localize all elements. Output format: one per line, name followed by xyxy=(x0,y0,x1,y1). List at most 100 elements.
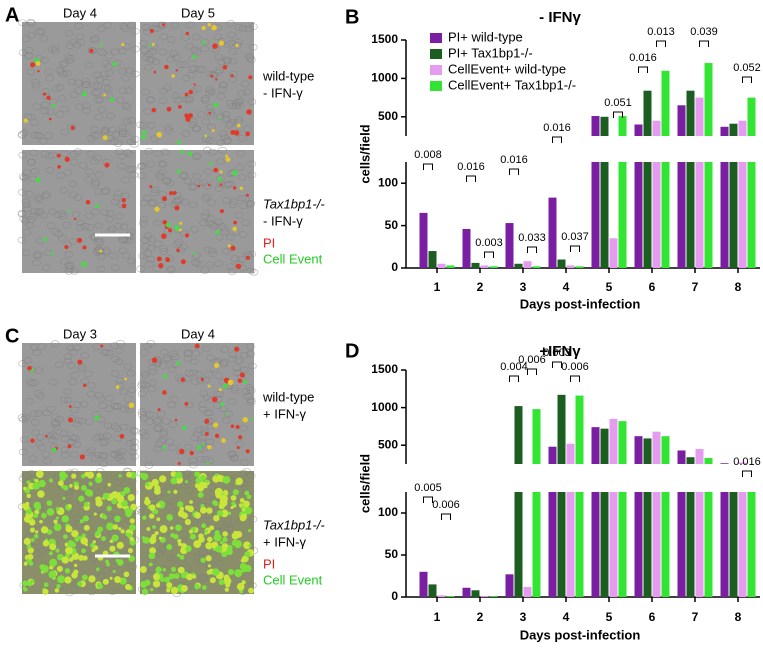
bar xyxy=(437,595,446,597)
cell-texture xyxy=(203,417,213,425)
p-value: 0.051 xyxy=(604,97,632,109)
stained-cell xyxy=(212,568,220,576)
cell-texture xyxy=(111,264,120,272)
cell-texture xyxy=(130,140,139,148)
cell-texture xyxy=(244,52,254,60)
cell-texture xyxy=(97,106,107,114)
stained-cell xyxy=(184,113,189,118)
cell-texture xyxy=(207,123,216,131)
stained-cell xyxy=(234,569,243,578)
cell-texture xyxy=(118,67,127,75)
stained-cell xyxy=(209,577,216,584)
stained-cell xyxy=(97,526,103,533)
cell-texture xyxy=(84,370,93,378)
cell-texture xyxy=(183,469,193,477)
cell-texture xyxy=(116,340,125,347)
cell-texture xyxy=(18,448,28,456)
cell-texture xyxy=(100,348,109,356)
bar xyxy=(514,263,523,268)
cell-texture xyxy=(53,211,63,219)
cell-texture xyxy=(207,88,217,96)
cell-texture xyxy=(158,362,168,369)
stained-cell xyxy=(64,244,69,250)
stained-cell xyxy=(162,445,167,450)
stained-cell xyxy=(49,558,58,567)
cell-texture xyxy=(118,247,128,255)
x-tick-label: 1 xyxy=(434,280,441,294)
cell-texture xyxy=(60,59,69,67)
stain-label: PI xyxy=(263,235,275,250)
stained-cell xyxy=(206,507,213,514)
stained-cell xyxy=(89,48,94,53)
bar xyxy=(548,492,557,597)
cell-texture xyxy=(85,224,95,231)
cell-texture xyxy=(241,195,250,202)
stained-cell xyxy=(105,559,109,564)
row-label: Tax1bp1-/- xyxy=(263,196,325,211)
bar xyxy=(575,395,584,464)
stained-cell xyxy=(192,54,197,59)
stained-cell xyxy=(180,150,185,155)
stained-cell xyxy=(189,500,193,504)
stained-cell xyxy=(235,425,240,430)
cell-texture xyxy=(113,222,123,230)
cell-texture xyxy=(75,103,84,111)
cell-texture xyxy=(138,252,148,260)
cell-texture xyxy=(19,416,28,423)
bar xyxy=(677,450,686,464)
stained-cell xyxy=(214,433,220,439)
p-value: 0.003 xyxy=(475,237,503,249)
legend-swatch xyxy=(430,65,442,75)
stained-cell xyxy=(123,487,131,494)
cell-texture xyxy=(146,255,156,263)
stained-cell xyxy=(188,89,193,95)
cell-texture xyxy=(184,487,194,494)
cell-texture xyxy=(20,436,29,443)
stained-cell xyxy=(154,206,160,212)
cell-texture xyxy=(122,118,132,125)
cell-texture xyxy=(60,150,69,157)
stained-cell xyxy=(162,390,167,395)
cell-texture xyxy=(18,151,28,159)
cell-texture xyxy=(205,86,215,94)
cell-texture xyxy=(103,539,112,547)
cell-texture xyxy=(215,66,225,74)
cell-texture xyxy=(55,66,64,74)
stained-cell xyxy=(219,494,228,503)
cell-texture xyxy=(131,45,140,53)
bar xyxy=(720,162,729,268)
cell-texture xyxy=(228,48,237,55)
cell-texture xyxy=(192,252,201,259)
stained-cell xyxy=(119,433,125,439)
cell-texture xyxy=(183,350,193,357)
x-tick-label: 4 xyxy=(563,610,570,624)
cell-texture xyxy=(98,433,108,441)
stained-cell xyxy=(179,448,185,455)
stained-cell xyxy=(193,540,202,548)
cell-texture xyxy=(144,147,154,155)
stained-cell xyxy=(155,566,162,573)
stained-cell xyxy=(176,361,181,366)
row-label: + IFN-γ xyxy=(263,534,306,549)
bar xyxy=(600,162,609,268)
stained-cell xyxy=(221,438,226,443)
stained-cell xyxy=(151,107,157,113)
cell-texture xyxy=(140,199,149,207)
cell-texture xyxy=(142,194,152,202)
cell-texture xyxy=(18,49,28,56)
cell-texture xyxy=(126,151,135,159)
cell-texture xyxy=(164,124,173,131)
stained-cell xyxy=(211,25,217,31)
legend-label: PI+ Tax1bp1-/- xyxy=(448,45,533,60)
stained-cell xyxy=(30,369,34,373)
bar xyxy=(609,418,618,464)
cell-texture xyxy=(114,358,124,366)
stained-cell xyxy=(157,408,161,412)
cell-texture xyxy=(50,340,60,347)
cell-texture xyxy=(130,438,139,446)
stained-cell xyxy=(64,576,72,584)
cell-texture xyxy=(114,140,123,147)
stained-cell xyxy=(41,512,47,519)
stained-cell xyxy=(231,540,237,546)
cell-texture xyxy=(51,433,60,440)
